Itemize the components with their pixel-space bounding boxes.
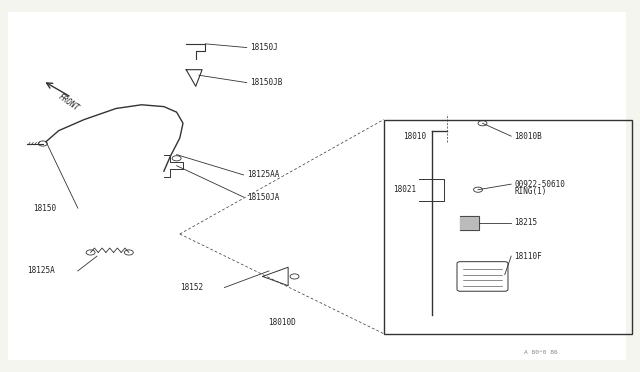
- Text: 18125A: 18125A: [27, 266, 54, 275]
- FancyBboxPatch shape: [457, 262, 508, 291]
- Text: 18150J: 18150J: [250, 43, 278, 52]
- Text: 18125AA: 18125AA: [246, 170, 279, 179]
- Text: FRONT: FRONT: [56, 93, 81, 113]
- Text: 00922-50610: 00922-50610: [515, 180, 565, 189]
- Text: 18021: 18021: [394, 185, 417, 194]
- Text: 18150: 18150: [33, 203, 56, 213]
- Polygon shape: [460, 215, 479, 230]
- Text: RING(1): RING(1): [515, 187, 547, 196]
- Text: 18010: 18010: [403, 132, 426, 141]
- FancyBboxPatch shape: [8, 13, 626, 359]
- Text: 18150JA: 18150JA: [246, 193, 279, 202]
- Text: A 80^0 86: A 80^0 86: [524, 350, 557, 355]
- Text: 18215: 18215: [515, 218, 538, 227]
- Bar: [384, 119, 632, 334]
- Text: 18010B: 18010B: [515, 132, 542, 141]
- Text: 18152: 18152: [180, 283, 203, 292]
- Text: 18010D: 18010D: [268, 318, 296, 327]
- Text: 18110F: 18110F: [515, 251, 542, 261]
- Text: 18150JB: 18150JB: [250, 78, 282, 87]
